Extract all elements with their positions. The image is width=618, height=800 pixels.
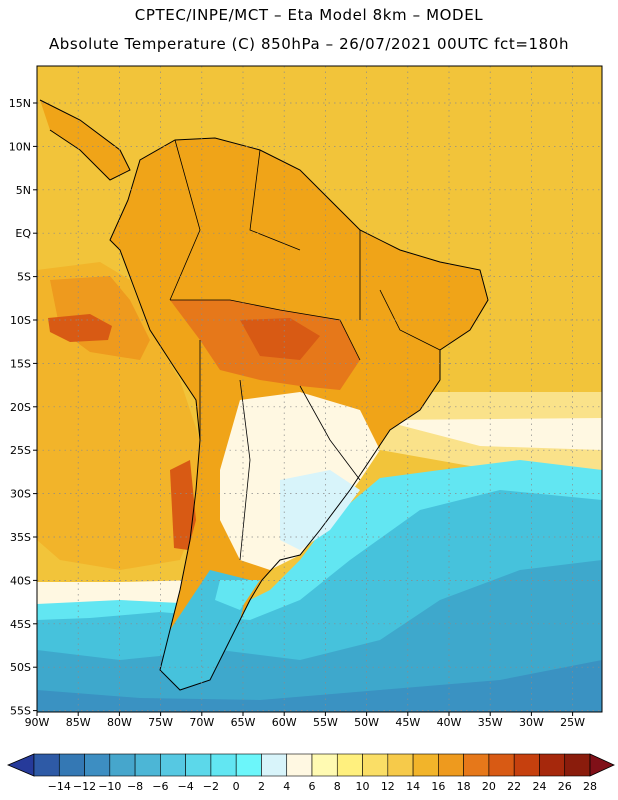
lat-label: 10S [10, 314, 31, 327]
interior-hottest-region [240, 318, 320, 360]
colorbar-cell [185, 753, 212, 777]
colorbar-label: 26 [558, 780, 572, 793]
colorbar-cell [84, 753, 111, 777]
colorbar-label: 16 [431, 780, 445, 793]
colorbar-cell [463, 753, 490, 777]
colorbar-cell [109, 753, 136, 777]
colorbar-cell [235, 753, 262, 777]
colorbar-cell [488, 753, 515, 777]
lon-label: 75W [148, 716, 173, 729]
lon-label: 65W [231, 716, 256, 729]
country-borders [169, 139, 441, 561]
colorbar-label: 0 [233, 780, 240, 793]
andes-hot-strip [170, 460, 196, 550]
colorbar-label: 2 [258, 780, 265, 793]
colorbar-cell [412, 753, 439, 777]
colorbar-label: 18 [457, 780, 471, 793]
transition-band-light [380, 418, 602, 450]
lat-label: 15N [9, 97, 31, 110]
lat-label: 20S [10, 401, 31, 414]
colorbar-cell [336, 753, 363, 777]
colorbar-label: −8 [127, 780, 143, 793]
colorbar-min-arrow [6, 753, 35, 777]
lat-label: 45S [10, 618, 31, 631]
lon-label: 60W [272, 716, 297, 729]
colorbar-label: 6 [309, 780, 316, 793]
colorbar-cell [387, 753, 414, 777]
colorbar-label: 8 [334, 780, 341, 793]
coldest-ocean-field [37, 660, 602, 712]
colorbar-cell [33, 753, 60, 777]
colorbar-label: 22 [507, 780, 521, 793]
colorbar-cell [438, 753, 464, 777]
lat-label: 50S [10, 661, 31, 674]
lat-label: EQ [15, 227, 31, 240]
colorbar-cell [539, 753, 566, 777]
colorbar-cell [564, 753, 591, 777]
colorbar-label: −2 [203, 780, 219, 793]
lon-label: 70W [189, 716, 214, 729]
lon-label: 40W [437, 716, 462, 729]
lon-label: 55W [313, 716, 338, 729]
colorbar-cell [286, 753, 313, 777]
colorbar-label: 20 [482, 780, 496, 793]
lat-label: 5N [16, 184, 31, 197]
colorbar: −14 −12 −10 −8 −6 −4 −2 0 2 4 6 8 10 12 14 16 18 20 22 24 26… [6, 753, 615, 793]
colorbar-cell [362, 753, 389, 777]
map-gridlines [37, 66, 602, 712]
colorbar-label: −10 [98, 780, 121, 793]
colorbar-label: −4 [178, 780, 194, 793]
temperature-map: 15N 10N 5N EQ 5S 10S 15S 20S 25S 30S 35S 40S 45S 50S 5… [9, 65, 603, 729]
lat-label: 55S [10, 705, 31, 718]
lon-label: 30W [519, 716, 544, 729]
lat-label: 10N [9, 140, 31, 153]
colorbar-label: 14 [406, 780, 420, 793]
central-america-land [40, 100, 130, 180]
lat-label: 15S [10, 357, 31, 370]
lat-label: 25S [10, 444, 31, 457]
chart-title-line2: Absolute Temperature (C) 850hPa – 26/07/… [48, 35, 570, 53]
colorbar-cell [134, 753, 161, 777]
continent-coastline [109, 137, 489, 691]
colorbar-cell [160, 753, 186, 777]
colorbar-label: −6 [152, 780, 168, 793]
chart-title-line1: CPTEC/INPE/MCT – Eta Model 8km – MODEL [134, 6, 484, 24]
lat-label: 40S [10, 574, 31, 587]
lon-label: 50W [354, 716, 379, 729]
lon-label: 35W [478, 716, 503, 729]
colorbar-label: −14 [48, 780, 71, 793]
lon-label: 45W [395, 716, 420, 729]
colorbar-label: −12 [73, 780, 96, 793]
lat-label: 30S [10, 488, 31, 501]
map-frame [36, 65, 603, 713]
colorbar-label: 4 [283, 780, 290, 793]
rio-de-la-plata-cold [280, 470, 360, 550]
colorbar-max-arrow [589, 753, 615, 777]
colorbar-label: 10 [356, 780, 370, 793]
colorbar-cell [311, 753, 338, 777]
lon-label: 80W [107, 716, 132, 729]
colorbar-label: 12 [381, 780, 395, 793]
colorbar-cell [58, 753, 85, 777]
pacific-hottest-spot [48, 314, 112, 342]
colorbar-cell [513, 753, 540, 777]
lat-label: 5S [17, 271, 31, 284]
colorbar-label: 24 [532, 780, 546, 793]
colorbar-cell [210, 753, 237, 777]
lon-label: 85W [66, 716, 91, 729]
colorbar-cell [261, 753, 288, 777]
lon-label: 90W [25, 716, 50, 729]
lat-label: 35S [10, 531, 31, 544]
lon-label: 25W [560, 716, 585, 729]
colorbar-label: 28 [583, 780, 597, 793]
patagonia-cool [215, 580, 260, 610]
central-america-coastline [39, 99, 131, 181]
